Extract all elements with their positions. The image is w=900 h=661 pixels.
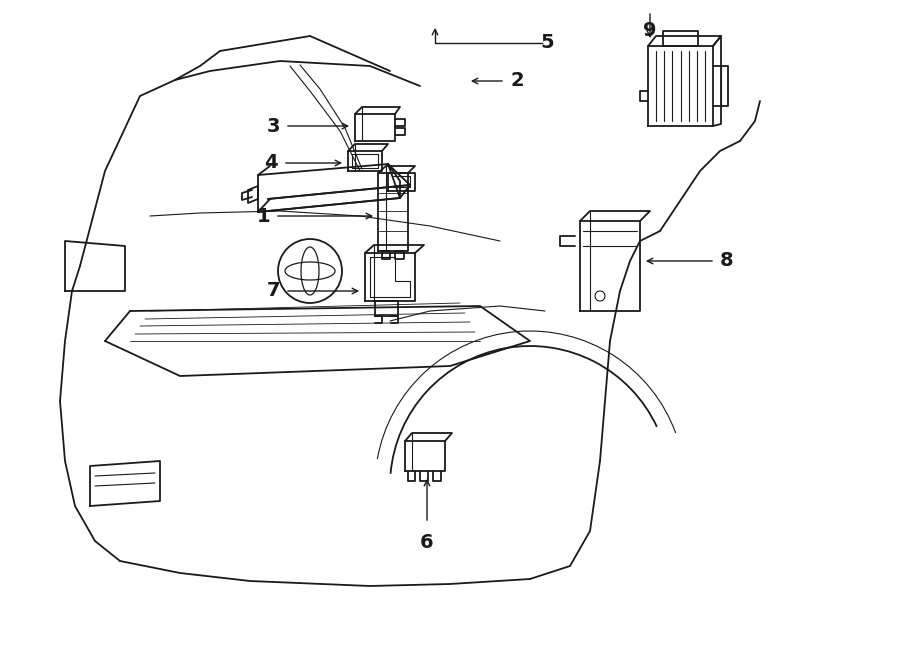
Text: 2: 2 <box>510 71 524 91</box>
Text: 8: 8 <box>720 251 733 270</box>
Text: 3: 3 <box>266 116 280 136</box>
Text: 7: 7 <box>266 282 280 301</box>
Text: 5: 5 <box>540 34 554 52</box>
Text: 6: 6 <box>420 533 434 553</box>
Text: 9: 9 <box>644 22 657 40</box>
Text: 4: 4 <box>265 153 278 173</box>
Text: 1: 1 <box>256 206 270 225</box>
